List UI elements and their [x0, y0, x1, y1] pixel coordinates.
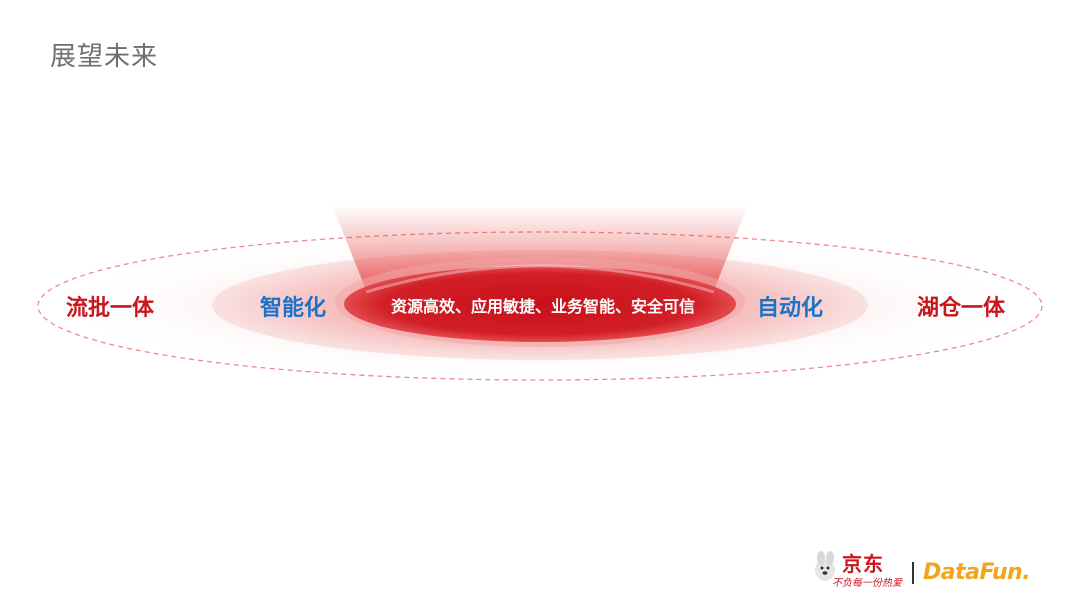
label-stream-batch: 流批一体	[65, 296, 155, 321]
jd-dog-icon	[815, 551, 835, 581]
page-title: 展望未来	[50, 42, 159, 72]
footer-logos: 京东 不负每一份热爱 DataFun.	[810, 548, 1060, 596]
label-core: 资源高效、应用敏捷、业务智能、安全可信	[390, 297, 696, 316]
datafun-logo-text: DataFun.	[923, 560, 1031, 585]
logo-separator	[912, 562, 914, 584]
core-ellipse	[344, 266, 736, 342]
label-automation: 自动化	[756, 296, 824, 321]
label-intelligent: 智能化	[259, 296, 327, 321]
jd-logo-text: 京东	[842, 552, 884, 576]
label-lakehouse: 湖仓一体	[916, 296, 1006, 321]
jd-slogan: 不负每一份热爱	[832, 578, 902, 589]
core-highlight	[365, 264, 715, 294]
